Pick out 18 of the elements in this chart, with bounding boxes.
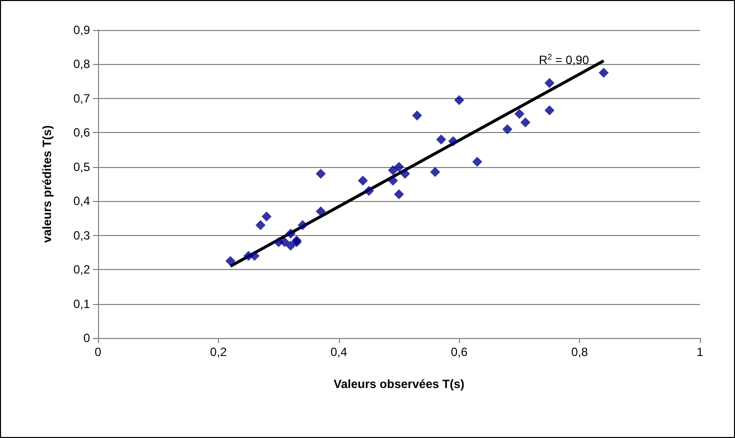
y-axis-title: valeurs prédites T(s) — [40, 125, 54, 243]
x-tick-label: 0,4 — [330, 345, 348, 359]
x-tick-label: 0,2 — [210, 345, 228, 359]
x-tick-label: 1 — [696, 345, 704, 359]
x-tick-label: 0,8 — [571, 345, 588, 359]
x-tick-label: 0,6 — [450, 345, 468, 359]
x-tick-label: 0 — [94, 345, 102, 359]
y-tick-label: 0,7 — [73, 91, 90, 106]
y-tick-label: 0,3 — [73, 228, 90, 242]
y-tick-label: 0,4 — [73, 194, 90, 208]
y-tick-label: 0,1 — [73, 296, 90, 311]
y-tick-label: 0,8 — [73, 57, 90, 72]
y-tick-label: 0,6 — [73, 126, 90, 140]
x-axis-title: Valeurs observées T(s) — [334, 377, 464, 391]
y-tick-label: 0 — [83, 331, 90, 345]
y-tick-label: 0,2 — [73, 262, 90, 277]
y-tick-label: 0,5 — [73, 160, 90, 174]
y-tick-label: 0,9 — [73, 23, 90, 37]
